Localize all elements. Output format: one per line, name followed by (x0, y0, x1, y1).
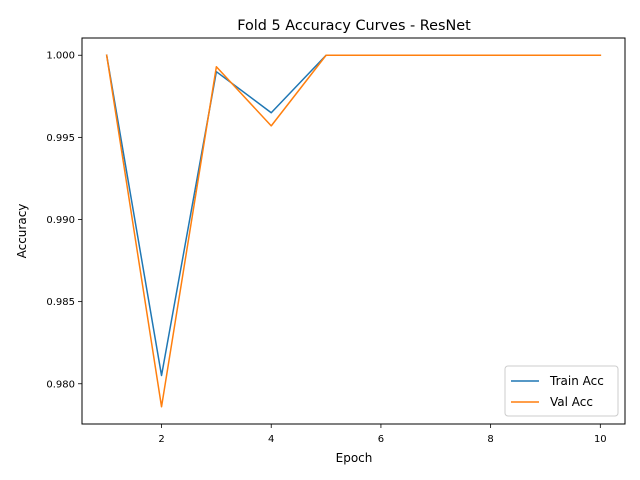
x-axis-ticks: 2 4 6 8 10 (158, 424, 607, 445)
x-tick-label: 2 (158, 434, 164, 445)
x-tick-label: 4 (268, 434, 274, 445)
y-tick-label: 1.000 (46, 51, 75, 62)
y-tick-label: 0.985 (46, 297, 75, 308)
legend-label-val-acc: Val Acc (550, 395, 593, 409)
x-tick-label: 6 (378, 434, 384, 445)
y-tick-label: 0.990 (46, 215, 75, 226)
x-axis-label: Epoch (336, 451, 373, 465)
legend-label-train-acc: Train Acc (549, 374, 604, 388)
y-tick-label: 0.980 (46, 379, 75, 390)
y-axis-label: Accuracy (15, 204, 29, 259)
legend-box (504, 365, 619, 417)
x-tick-label: 8 (487, 434, 493, 445)
legend: Train Acc Val Acc (504, 365, 619, 417)
x-tick-label: 10 (594, 434, 607, 445)
series-layer (105, 54, 602, 408)
y-axis-ticks: 0.980 0.985 0.990 0.995 1.000 (46, 51, 82, 390)
plot-frame (81, 37, 626, 425)
chart-title: Fold 5 Accuracy Curves - ResNet (237, 18, 471, 34)
y-tick-label: 0.995 (46, 133, 75, 144)
series-line-val-acc (105, 54, 602, 408)
